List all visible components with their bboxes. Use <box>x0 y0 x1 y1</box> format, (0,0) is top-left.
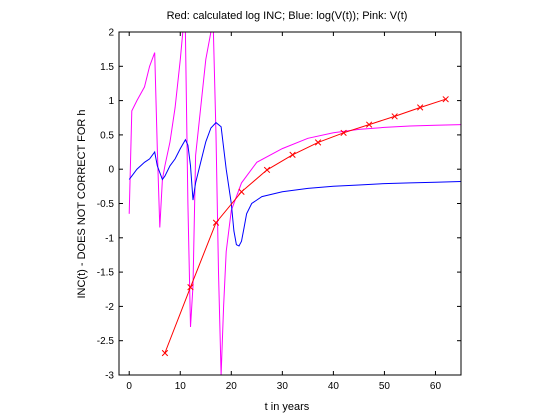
x-tick-label-1: 10 <box>175 381 187 392</box>
y-tick-label-6: 0 <box>108 165 114 176</box>
y-tick-label-2: -2 <box>105 302 114 313</box>
x-tick-label-4: 40 <box>328 381 340 392</box>
plot-area <box>129 32 461 375</box>
plot-frame <box>119 32 461 375</box>
series-2-point-8 <box>366 122 372 128</box>
series-2-point-7 <box>341 130 347 136</box>
y-axis-label: INC(t) - DOES NOT CORRECT FOR h <box>76 109 88 298</box>
x-tick-label-2: 20 <box>226 381 238 392</box>
series-2-point-9 <box>392 114 398 120</box>
x-tick-label-5: 50 <box>379 381 391 392</box>
series-1-line <box>129 123 461 246</box>
series-2-point-3 <box>239 189 245 195</box>
x-tick-label-0: 0 <box>126 381 132 392</box>
y-tick-label-3: -1.5 <box>97 268 115 279</box>
y-tick-label-4: -1 <box>105 233 114 244</box>
series-2-point-11 <box>443 96 449 102</box>
y-tick-label-7: 0.5 <box>100 130 114 141</box>
y-tick-label-10: 2 <box>108 28 114 39</box>
y-tick-label-9: 1.5 <box>100 62 114 73</box>
axes-layer: 0 10 20 30 40 50 60 -3 -2.5 -2 -1.5 -1 -0.5 0 0.5 1 1.5 2 <box>97 28 461 393</box>
series-2-point-6 <box>315 140 321 146</box>
y-tick-label-1: -2.5 <box>97 336 115 347</box>
x-tick-label-3: 30 <box>277 381 289 392</box>
chart-title: Red: calculated log INC; Blue: log(V(t))… <box>167 10 408 22</box>
y-tick-label-8: 1 <box>108 96 114 107</box>
series-layer <box>129 32 461 375</box>
y-tick-label-5: -0.5 <box>97 199 115 210</box>
x-tick-label-6: 60 <box>430 381 442 392</box>
series-0-line <box>129 32 461 375</box>
series-2-point-4 <box>264 167 270 173</box>
x-axis-label: t in years <box>265 401 310 413</box>
series-2-point-10 <box>417 105 423 111</box>
y-tick-label-0: -3 <box>105 371 114 382</box>
series-2-point-0 <box>162 350 168 356</box>
series-2-point-5 <box>290 152 296 158</box>
